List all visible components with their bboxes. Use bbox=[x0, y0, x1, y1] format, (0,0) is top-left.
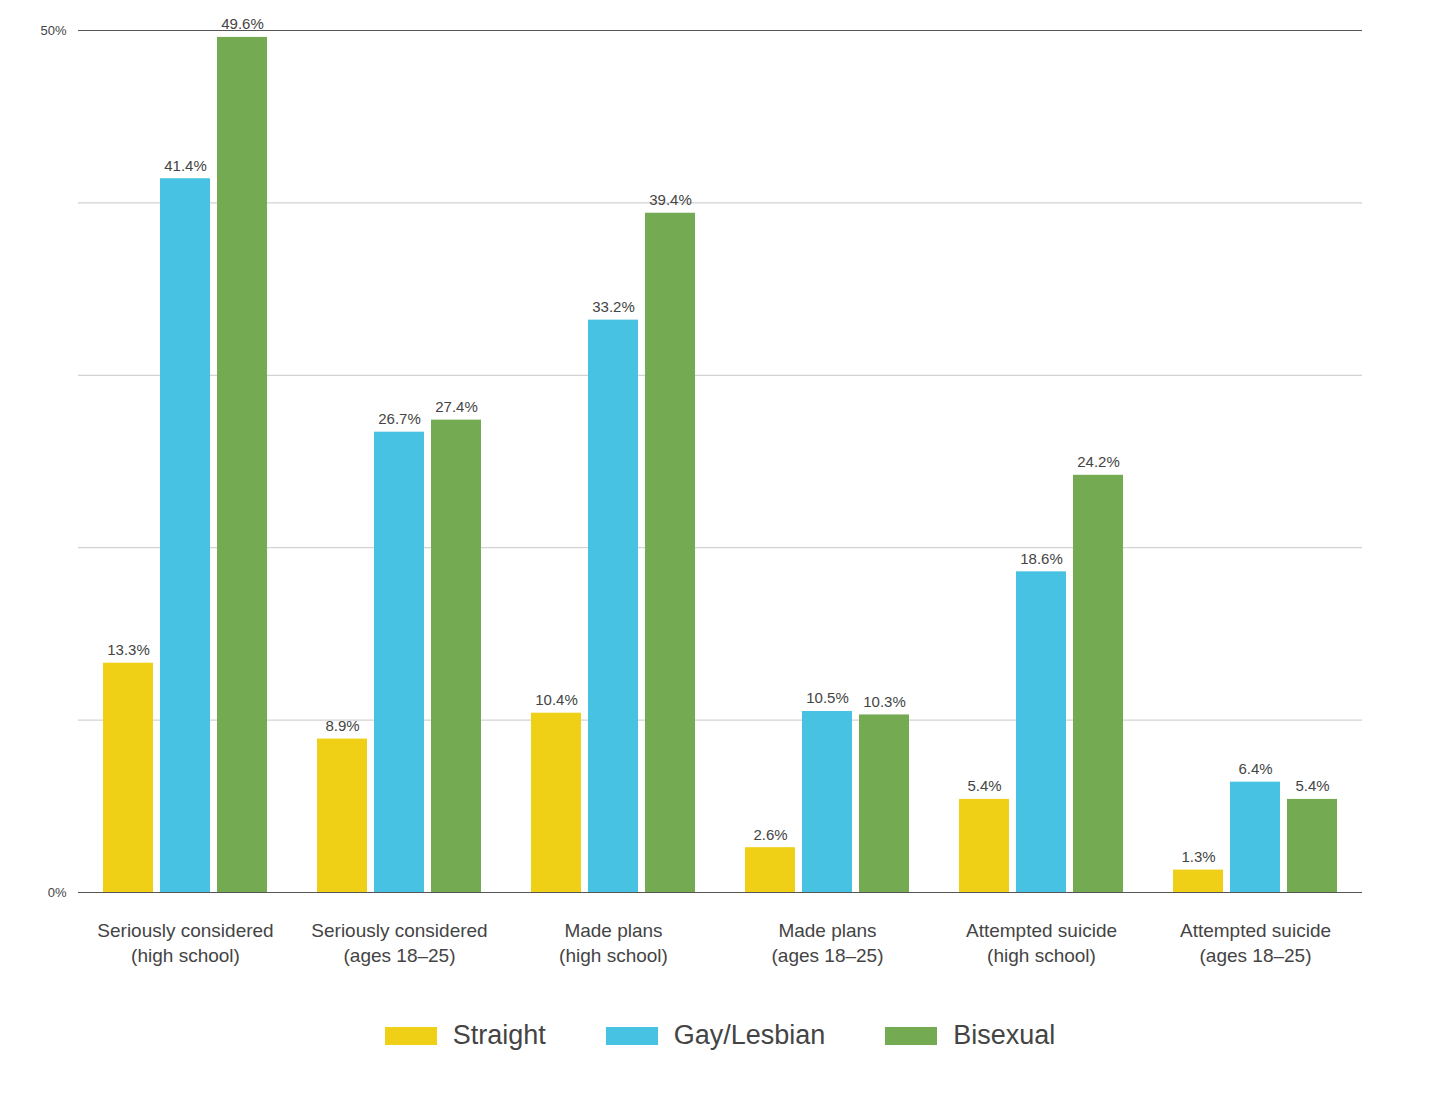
svg-text:5.4%: 5.4% bbox=[1295, 777, 1329, 794]
html-text:Bisexual: Bisexual bbox=[953, 1020, 1056, 1050]
svg-text:26.7%: 26.7% bbox=[378, 410, 421, 427]
svg-text:27.4%: 27.4% bbox=[435, 398, 478, 415]
svg-text:10.4%: 10.4% bbox=[535, 691, 578, 708]
svg-text:1.3%: 1.3% bbox=[1181, 848, 1215, 865]
svg-text:49.6%: 49.6% bbox=[221, 15, 264, 32]
svg-text:Made plans(ages 18–25): Made plans(ages 18–25) bbox=[772, 920, 884, 967]
svg-text:41.4%: 41.4% bbox=[164, 157, 207, 174]
svg-text:Attempted suicide(ages 18–25): Attempted suicide(ages 18–25) bbox=[1180, 920, 1331, 967]
svg-text:6.4%: 6.4% bbox=[1238, 760, 1272, 777]
svg-text:24.2%: 24.2% bbox=[1077, 453, 1120, 470]
svg-text:Seriously considered(ages 18–2: Seriously considered(ages 18–25) bbox=[311, 920, 487, 967]
svg-text:Attempted suicide(high school): Attempted suicide(high school) bbox=[966, 920, 1117, 967]
svg-text:18.6%: 18.6% bbox=[1020, 550, 1063, 567]
svg-text:10.5%: 10.5% bbox=[806, 689, 849, 706]
svg-text:5.4%: 5.4% bbox=[967, 777, 1001, 794]
svg-text:Seriously considered(high scho: Seriously considered(high school) bbox=[97, 920, 273, 967]
html-text:Straight: Straight bbox=[452, 1020, 546, 1050]
svg-text:8.9%: 8.9% bbox=[325, 717, 359, 734]
html-text:Gay/Lesbian: Gay/Lesbian bbox=[673, 1020, 826, 1050]
svg-text:Made plans(high school): Made plans(high school) bbox=[559, 920, 668, 967]
svg-text:2.6%: 2.6% bbox=[753, 826, 787, 843]
svg-text:13.3%: 13.3% bbox=[107, 641, 150, 658]
svg-text:33.2%: 33.2% bbox=[592, 298, 635, 315]
svg-text:0%: 0% bbox=[48, 885, 67, 900]
svg-text:10.3%: 10.3% bbox=[863, 693, 906, 710]
svg-text:39.4%: 39.4% bbox=[649, 191, 692, 208]
svg-text:50%: 50% bbox=[40, 23, 66, 38]
